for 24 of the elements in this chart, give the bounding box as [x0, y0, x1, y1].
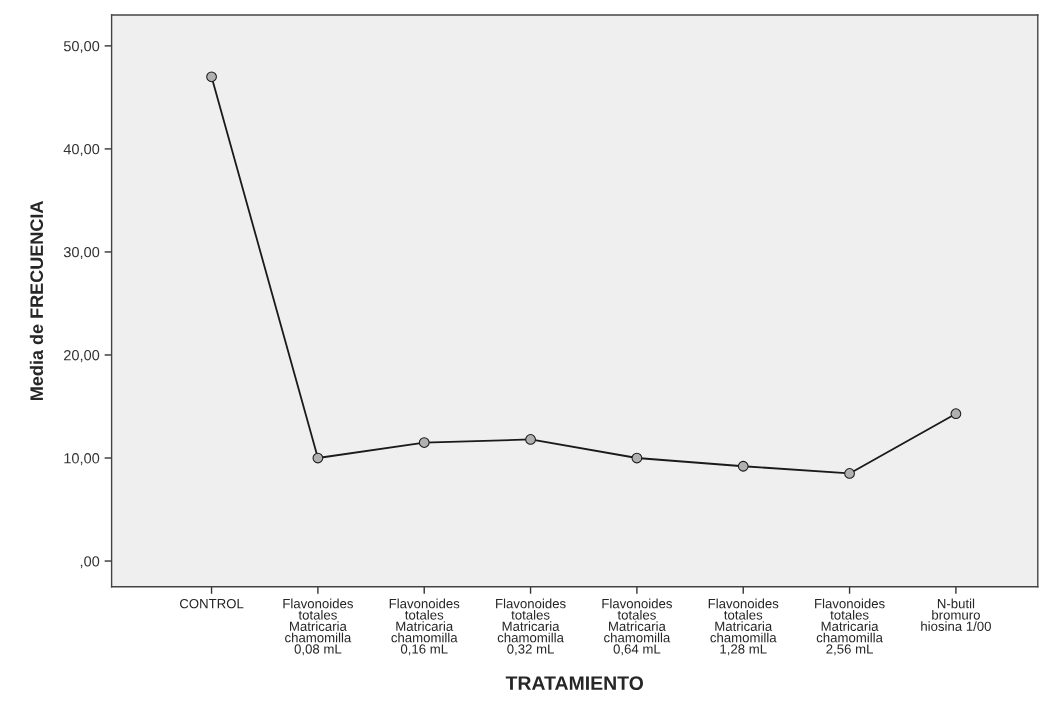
point — [950, 408, 962, 420]
point — [206, 71, 217, 83]
x-tick-label: Flavonoides totales Matricaria chamomilla 0,16 mL — [389, 598, 460, 656]
y-axis-title: Media de FRECUENCIA — [29, 201, 44, 400]
y-tick-label: 20,00 — [64, 350, 100, 363]
x-tick-label: CONTROL — [179, 598, 244, 609]
point — [844, 468, 855, 479]
x-tick-label: N-butil bromuro hiosina 1/00 — [921, 598, 991, 631]
y-tick-label: 30,00 — [63, 247, 100, 260]
x-tick-label: Flavonoides totales Matricaria chamomilla 0,64 mL — [602, 598, 672, 656]
y-tick-label: 10,00 — [64, 453, 100, 466]
x-tick-label: Flavonoides totales Matricaria chamomilla 2,56 mL — [815, 598, 885, 656]
y-tick-label: 50,00 — [63, 40, 100, 54]
point — [737, 460, 749, 472]
x-tick-label: Flavonoides totales Matricaria chamomilla 0,08 mL — [283, 598, 353, 656]
y-tick-label: ,00 — [80, 556, 100, 569]
point — [418, 437, 430, 448]
x-axis-title: TRATAMIENTO — [505, 676, 644, 691]
point — [312, 452, 324, 464]
point — [631, 452, 643, 464]
x-tick-label: Flavonoides totales Matricaria chamomilla 1,28 mL — [708, 598, 779, 656]
y-tick-label: 40,00 — [63, 144, 100, 157]
x-tick-label: Flavonoides totales Matricaria chamomilla 0,32 mL — [496, 598, 566, 656]
point — [525, 434, 536, 445]
